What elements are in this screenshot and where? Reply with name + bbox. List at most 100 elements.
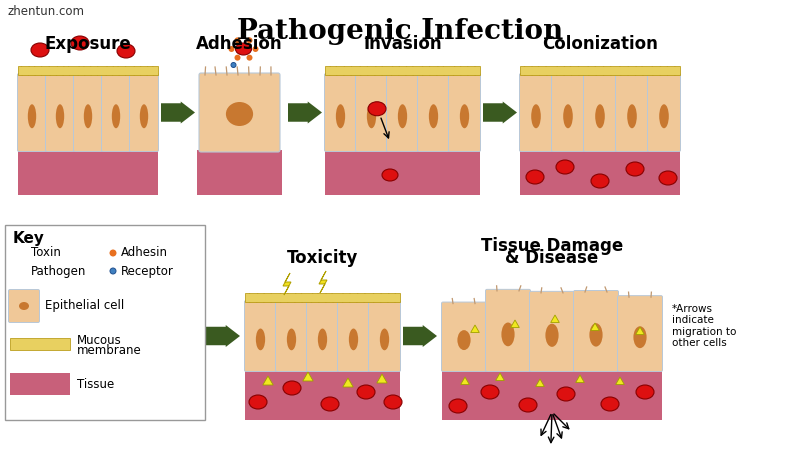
FancyBboxPatch shape (306, 301, 338, 372)
Ellipse shape (318, 328, 327, 350)
Text: Exposure: Exposure (45, 35, 131, 53)
FancyBboxPatch shape (574, 291, 618, 372)
Text: Receptor: Receptor (121, 265, 174, 278)
FancyBboxPatch shape (583, 73, 617, 152)
Ellipse shape (28, 104, 36, 128)
Ellipse shape (235, 43, 251, 55)
FancyBboxPatch shape (338, 301, 370, 372)
Bar (520, 66, 680, 75)
FancyBboxPatch shape (199, 73, 280, 152)
Ellipse shape (336, 104, 345, 128)
Ellipse shape (234, 37, 241, 43)
Text: zhentun.com: zhentun.com (8, 5, 85, 18)
Bar (10, 338, 70, 350)
Ellipse shape (246, 54, 253, 61)
Polygon shape (470, 325, 479, 333)
Ellipse shape (460, 104, 469, 128)
Ellipse shape (283, 381, 301, 395)
Bar (5, 225, 205, 420)
Ellipse shape (659, 104, 669, 128)
Ellipse shape (56, 104, 64, 128)
Ellipse shape (140, 104, 148, 128)
Ellipse shape (627, 104, 637, 128)
Text: *Arrows
indicate
migration to
other cells: *Arrows indicate migration to other cell… (672, 304, 736, 348)
Ellipse shape (636, 385, 654, 399)
Ellipse shape (502, 323, 514, 346)
FancyBboxPatch shape (647, 73, 681, 152)
Text: & Disease: & Disease (506, 249, 598, 267)
Text: Tissue Damage: Tissue Damage (481, 237, 623, 255)
FancyBboxPatch shape (486, 289, 530, 372)
Ellipse shape (634, 326, 646, 348)
FancyBboxPatch shape (9, 289, 39, 323)
Text: Adhesin: Adhesin (121, 247, 168, 260)
Ellipse shape (287, 328, 296, 350)
Text: Key: Key (13, 231, 45, 246)
FancyBboxPatch shape (519, 73, 553, 152)
FancyBboxPatch shape (530, 291, 574, 372)
Bar (442, 370, 662, 420)
Ellipse shape (321, 397, 339, 411)
Bar (10, 373, 70, 395)
Ellipse shape (11, 265, 27, 277)
Ellipse shape (117, 44, 135, 58)
Ellipse shape (84, 104, 92, 128)
Polygon shape (343, 378, 353, 387)
Bar (245, 293, 400, 302)
Ellipse shape (246, 37, 253, 43)
Ellipse shape (601, 397, 619, 411)
Ellipse shape (231, 63, 236, 68)
FancyBboxPatch shape (355, 73, 387, 152)
Ellipse shape (226, 102, 253, 126)
Polygon shape (636, 327, 644, 334)
Polygon shape (536, 379, 544, 387)
Polygon shape (283, 273, 291, 295)
Text: Toxicity: Toxicity (287, 249, 358, 267)
Ellipse shape (253, 46, 258, 52)
Ellipse shape (234, 54, 241, 61)
Text: Pathogen: Pathogen (31, 265, 86, 278)
Ellipse shape (256, 328, 265, 350)
Ellipse shape (526, 170, 544, 184)
Ellipse shape (110, 268, 116, 274)
Ellipse shape (110, 249, 117, 256)
Ellipse shape (31, 43, 49, 57)
Ellipse shape (71, 36, 89, 50)
FancyBboxPatch shape (442, 302, 486, 372)
Polygon shape (14, 247, 24, 256)
Ellipse shape (458, 330, 470, 350)
Ellipse shape (531, 104, 541, 128)
Text: Epithelial cell: Epithelial cell (45, 300, 124, 312)
Ellipse shape (519, 398, 537, 412)
FancyBboxPatch shape (46, 73, 74, 152)
Ellipse shape (380, 328, 389, 350)
Polygon shape (288, 102, 322, 123)
Ellipse shape (659, 171, 677, 185)
FancyBboxPatch shape (130, 73, 158, 152)
Polygon shape (496, 373, 504, 381)
Ellipse shape (382, 169, 398, 181)
Bar (325, 150, 480, 195)
Polygon shape (263, 376, 273, 385)
FancyBboxPatch shape (615, 73, 649, 152)
Polygon shape (590, 323, 599, 330)
Ellipse shape (368, 102, 386, 116)
FancyBboxPatch shape (102, 73, 130, 152)
Polygon shape (161, 102, 195, 123)
Polygon shape (576, 375, 584, 382)
Ellipse shape (595, 104, 605, 128)
Polygon shape (319, 271, 327, 293)
FancyBboxPatch shape (74, 73, 102, 152)
Text: Adhesion: Adhesion (196, 35, 283, 53)
FancyBboxPatch shape (18, 73, 46, 152)
Polygon shape (403, 325, 437, 347)
FancyBboxPatch shape (369, 301, 401, 372)
Ellipse shape (19, 302, 29, 310)
FancyBboxPatch shape (325, 73, 357, 152)
Ellipse shape (626, 162, 644, 176)
Bar (245, 370, 400, 420)
Ellipse shape (384, 395, 402, 409)
Text: membrane: membrane (77, 345, 142, 357)
Text: Pathogenic Infection: Pathogenic Infection (237, 18, 563, 45)
Ellipse shape (449, 399, 467, 413)
